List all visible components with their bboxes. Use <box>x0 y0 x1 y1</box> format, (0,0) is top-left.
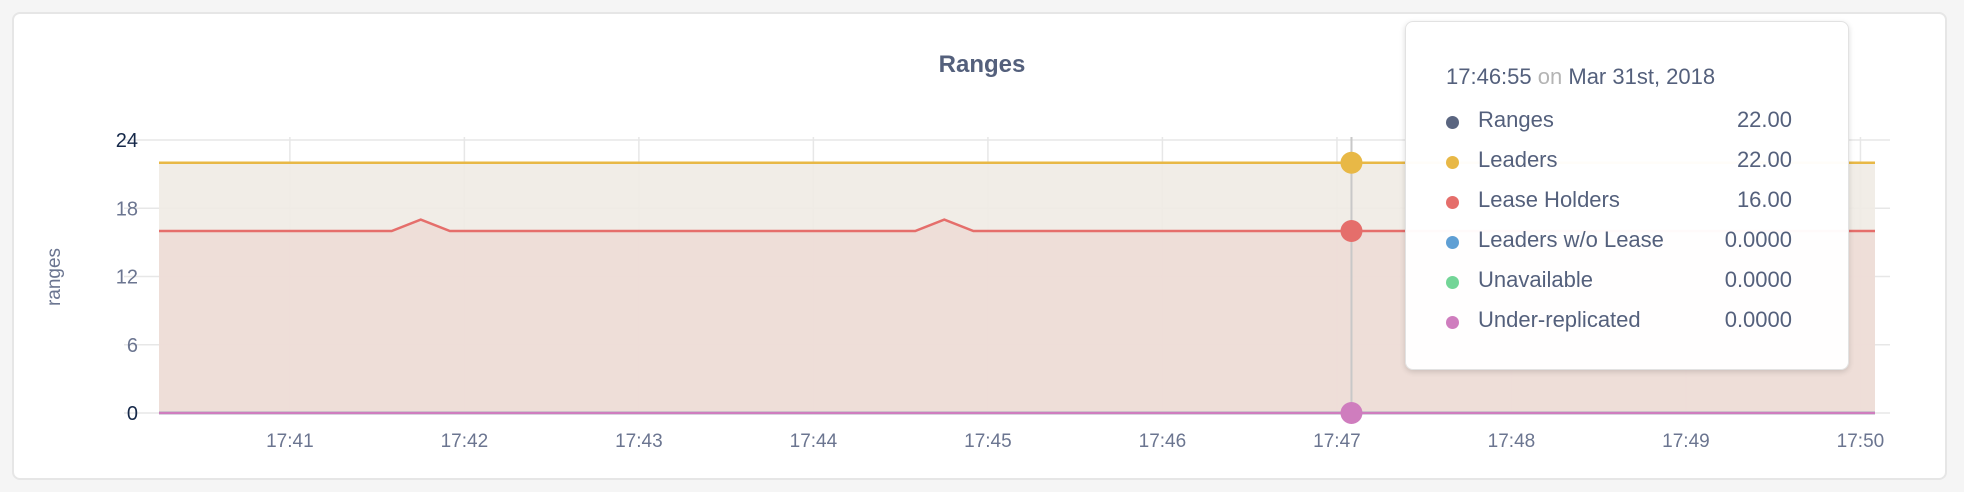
legend-dot-icon <box>1446 316 1459 329</box>
x-tick-label: 17:43 <box>615 431 663 452</box>
hover-point-marker <box>1340 220 1363 242</box>
tooltip-row: Unavailable 0.0000 <box>1446 267 1792 297</box>
legend-dot-icon <box>1446 156 1459 169</box>
line-lease-holders <box>159 218 1875 233</box>
tooltip-row: Under-replicated 0.0000 <box>1446 307 1792 337</box>
y-axis-label: ranges <box>44 248 65 306</box>
tooltip-on: on <box>1537 64 1563 89</box>
x-tick-label: 17:48 <box>1488 431 1536 452</box>
x-tick-label: 17:44 <box>790 431 838 452</box>
tooltip-series-value: 22.00 <box>1736 147 1792 172</box>
y-tick-label: 18 <box>116 198 138 220</box>
legend-dot-icon <box>1446 236 1459 249</box>
tooltip-date: Mar 31st, 2018 <box>1568 64 1716 89</box>
tooltip-series-label: Ranges <box>1478 107 1554 132</box>
tooltip-timestamp: 17:46:55 on Mar 31st, 2018 <box>1446 64 1715 90</box>
x-tick-label: 17:47 <box>1313 431 1361 452</box>
tooltip-series-value: 16.00 <box>1736 187 1792 212</box>
tooltip-series-label: Leaders w/o Lease <box>1478 227 1664 252</box>
chart-title: Ranges <box>939 51 1026 78</box>
tooltip-series-value: 0.0000 <box>1724 227 1792 252</box>
x-tick-label: 17:50 <box>1837 431 1885 452</box>
tooltip-row: Lease Holders 16.00 <box>1446 187 1792 217</box>
x-tick-label: 17:45 <box>964 431 1012 452</box>
tooltip-row: Leaders w/o Lease 0.0000 <box>1446 227 1792 257</box>
tooltip-series-value: 0.0000 <box>1724 307 1792 332</box>
tooltip-series-label: Under-replicated <box>1478 307 1641 332</box>
tooltip-series-label: Unavailable <box>1478 267 1593 292</box>
hover-point-marker <box>1340 402 1363 424</box>
legend-dot-icon <box>1446 116 1459 129</box>
x-tick-label: 17:42 <box>441 431 489 452</box>
hover-tooltip: 17:46:55 on Mar 31st, 2018 Ranges 22.00 Le… <box>1405 21 1849 370</box>
y-tick-label: 6 <box>127 335 138 357</box>
tooltip-row: Leaders 22.00 <box>1446 147 1792 177</box>
x-tick-label: 17:41 <box>266 431 314 452</box>
y-tick-label: 0 <box>127 403 138 425</box>
tooltip-time: 17:46:55 <box>1446 64 1532 89</box>
x-tick-label: 17:49 <box>1662 431 1710 452</box>
y-tick-label: 12 <box>116 267 138 289</box>
tooltip-series-value: 22.00 <box>1736 107 1792 132</box>
y-tick-label: 24 <box>116 130 138 152</box>
tooltip-series-value: 0.0000 <box>1724 267 1792 292</box>
legend-dot-icon <box>1446 276 1459 289</box>
tooltip-series-label: Leaders <box>1478 147 1558 172</box>
tooltip-row: Ranges 22.00 <box>1446 107 1792 137</box>
tooltip-series-label: Lease Holders <box>1478 187 1620 212</box>
legend-dot-icon <box>1446 196 1459 209</box>
x-tick-label: 17:46 <box>1139 431 1187 452</box>
hover-point-marker <box>1340 151 1363 174</box>
